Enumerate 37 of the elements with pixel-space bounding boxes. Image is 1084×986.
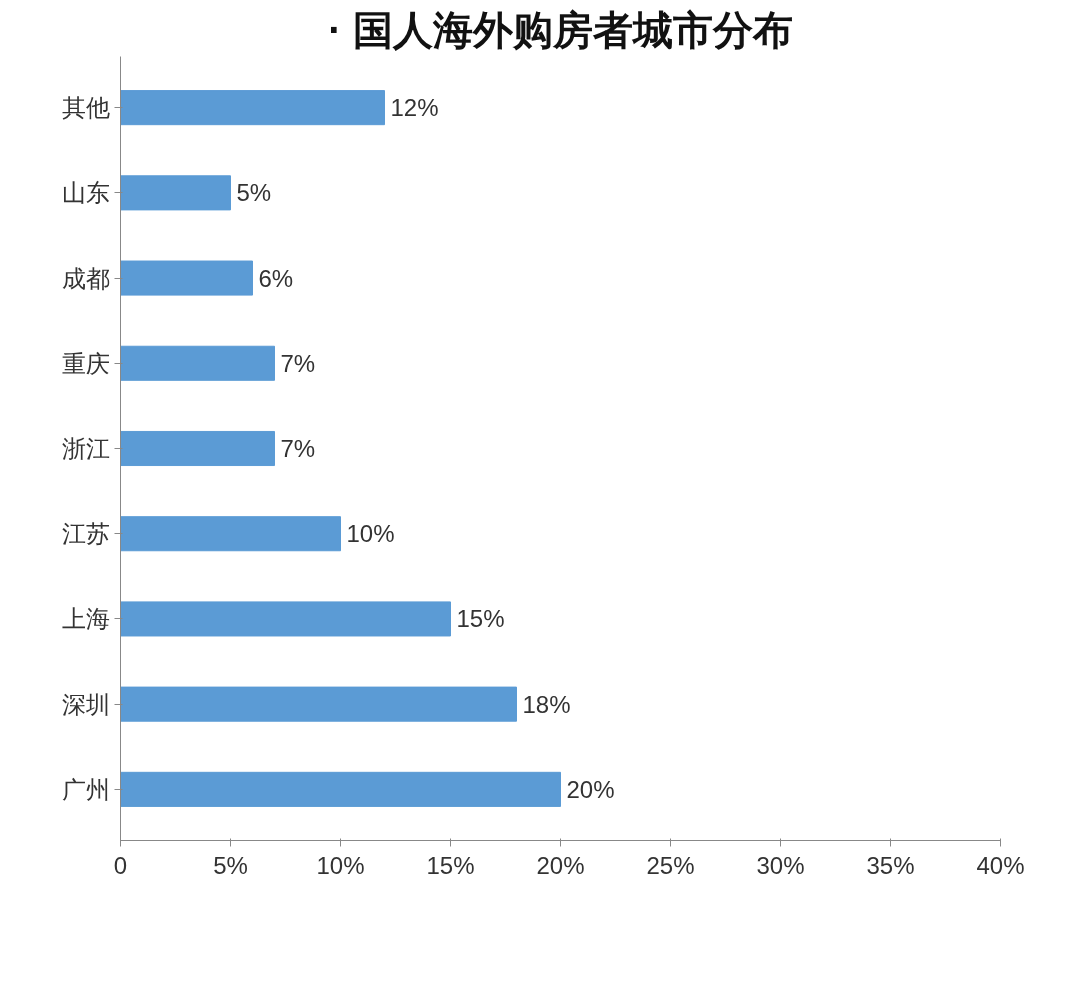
y-tick-label: 其他 [61,94,110,122]
bar [120,686,517,722]
data-label: 20% [566,775,615,803]
data-label: 7% [280,435,316,462]
data-label: 15% [456,605,505,633]
data-label: 5% [236,179,272,207]
x-tick-label: 40% [976,851,1025,879]
bar [120,90,385,126]
x-tick-label: 35% [866,851,915,879]
y-tick-label: 浙江 [61,435,110,462]
x-tick-label: 15% [426,851,475,879]
data-label: 10% [346,520,395,548]
y-tick-label: 江苏 [61,520,110,548]
x-tick-label: 0 [113,851,128,879]
y-tick-label: 成都 [61,264,110,292]
y-tick-label: 广州 [61,775,110,803]
bar [120,516,341,552]
y-tick-label: 深圳 [61,690,110,718]
chart-title: · 国人海外购房者城市分布 [328,7,793,52]
bar [120,175,231,211]
y-tick-label: 重庆 [61,349,110,377]
bar [120,430,275,467]
data-label: 7% [280,349,316,377]
data-label: 18% [522,690,571,718]
data-label: 6% [258,264,294,292]
x-tick-label: 25% [646,851,695,879]
bar [120,260,253,296]
x-tick-label: 30% [756,851,805,879]
x-tick-label: 10% [316,851,365,879]
x-tick-label: 5% [213,851,248,879]
bar [120,601,451,637]
bar [120,345,275,381]
y-tick-label: 上海 [61,605,110,633]
y-tick-label: 山东 [61,179,110,207]
bar [120,771,561,807]
data-label: 12% [390,94,439,122]
x-tick-label: 20% [536,851,585,879]
